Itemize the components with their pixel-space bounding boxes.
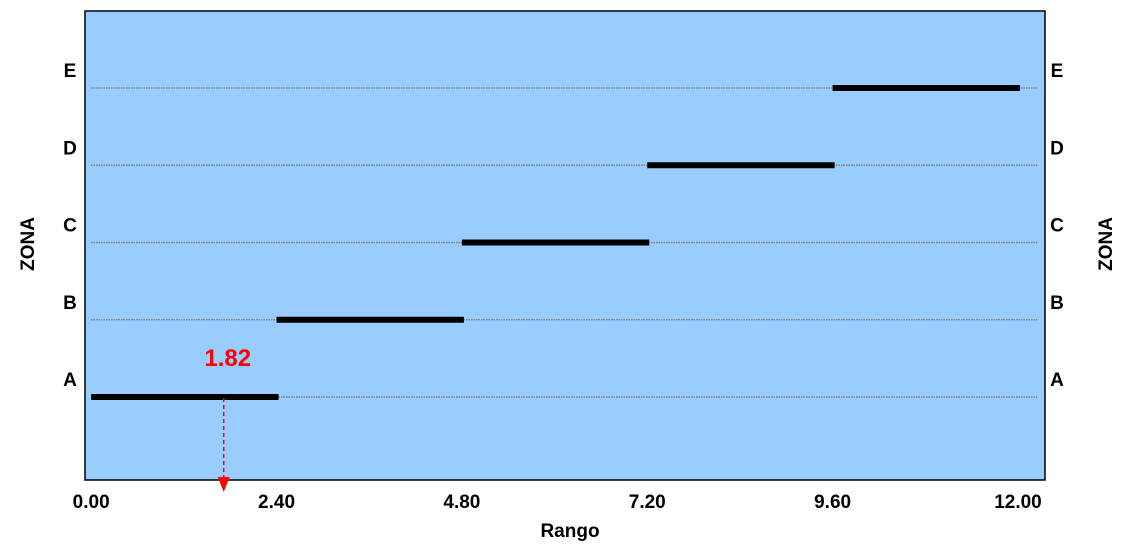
zone-label-left-c: C: [63, 216, 77, 237]
zone-label-right-b: B: [1050, 293, 1064, 314]
x-axis-title: Rango: [540, 521, 599, 542]
zone-labels-left: A B C D E: [63, 61, 77, 391]
zone-range-bars: [91, 85, 1020, 400]
zone-label-left-a: A: [63, 370, 77, 391]
x-tick-label: 7.20: [629, 492, 666, 513]
zone-label-right-e: E: [1051, 61, 1064, 82]
y-axis-title-left: ZONA: [18, 217, 39, 271]
x-axis-ticks: 0.00 2.40 4.80 7.20 9.60 12.00: [73, 492, 1042, 513]
zone-label-right-d: D: [1050, 138, 1064, 159]
y-axis-title-right: ZONA: [1096, 217, 1117, 271]
zone-label-left-b: B: [63, 293, 77, 314]
x-tick-label: 9.60: [814, 492, 851, 513]
zone-label-left-d: D: [63, 138, 77, 159]
value-marker: 1.82: [204, 345, 251, 492]
zone-labels-right: A B C D E: [1050, 61, 1064, 391]
x-tick-label: 2.40: [258, 492, 295, 513]
zone-label-left-e: E: [64, 61, 77, 82]
marker-value-label: 1.82: [204, 345, 251, 372]
x-tick-label: 12.00: [994, 492, 1042, 513]
x-tick-label: 4.80: [443, 492, 480, 513]
x-tick-label: 0.00: [73, 492, 110, 513]
zone-label-right-a: A: [1050, 370, 1064, 391]
marker-arrowhead: [217, 477, 230, 492]
zone-label-right-c: C: [1050, 216, 1064, 237]
